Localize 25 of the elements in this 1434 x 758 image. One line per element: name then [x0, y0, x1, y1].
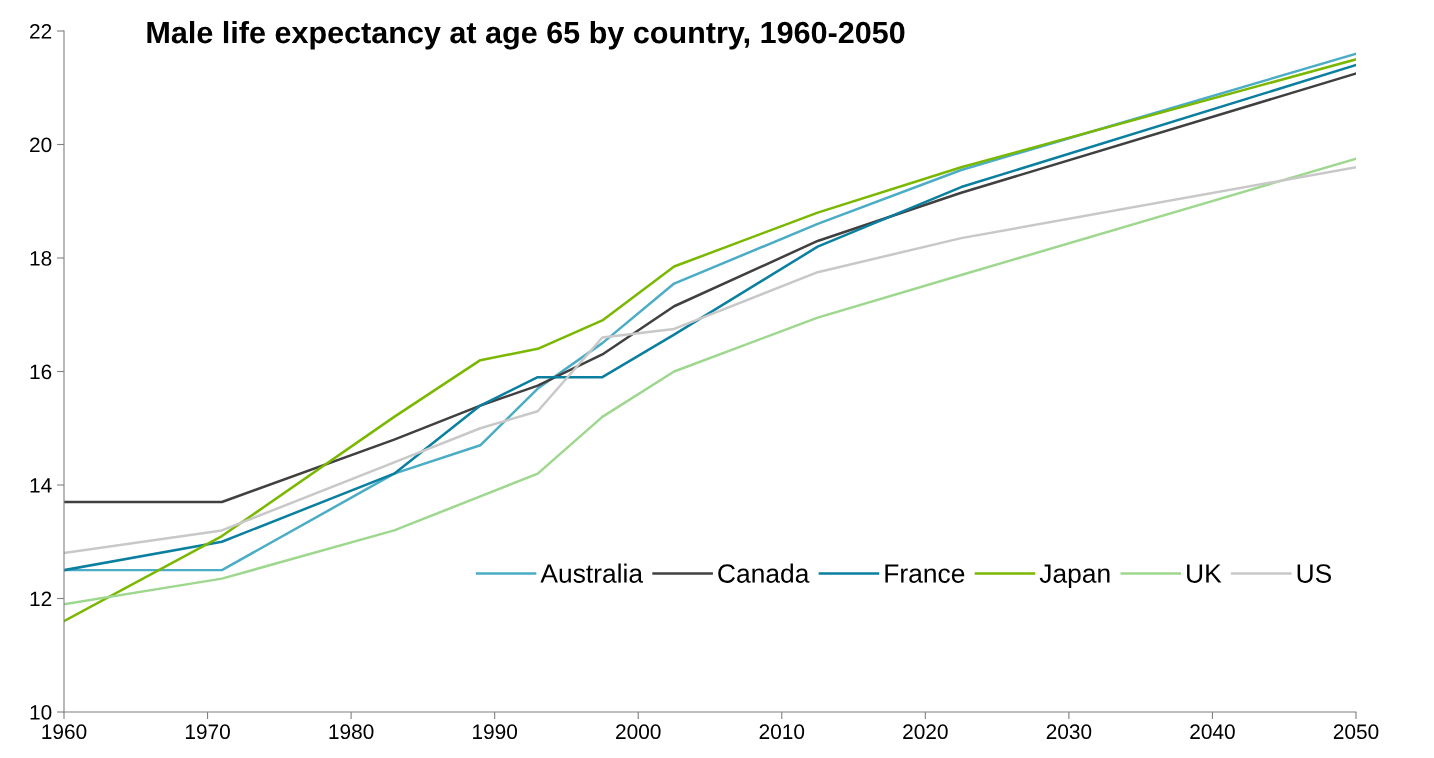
x-tick-label: 2000: [616, 724, 661, 740]
x-tick-label: 2040: [1190, 724, 1235, 740]
y-tick-label: 12: [30, 591, 52, 607]
legend-label: Canada: [718, 563, 810, 583]
legend-label: US: [1297, 564, 1332, 583]
x-tick-label: 2050: [1333, 724, 1379, 740]
x-tick-label: 1980: [329, 724, 374, 740]
x-tick-label: 1960: [42, 724, 87, 740]
legend-label: Australia: [540, 563, 644, 583]
x-tick-label: 1970: [185, 724, 230, 740]
x-tick-label: 2030: [1046, 724, 1092, 740]
chart-title: Male life expectancy at age 65 by country, 1960-2050: [147, 20, 905, 50]
y-tick-label: 10: [30, 705, 52, 720]
legend-label: UK: [1187, 564, 1222, 583]
y-tick-label: 20: [30, 137, 52, 153]
x-tick-label: 2010: [759, 724, 805, 740]
y-tick-label: 18: [30, 251, 52, 266]
y-tick-label: 14: [30, 478, 52, 493]
y-tick-label: 16: [30, 364, 52, 380]
y-tick-label: 22: [30, 24, 52, 39]
legend-label: France: [885, 564, 965, 583]
x-tick-label: 2020: [903, 724, 948, 740]
x-tick-label: 1990: [473, 724, 518, 740]
line-series: [64, 72, 1356, 504]
legend-label: Japan: [1039, 564, 1110, 589]
